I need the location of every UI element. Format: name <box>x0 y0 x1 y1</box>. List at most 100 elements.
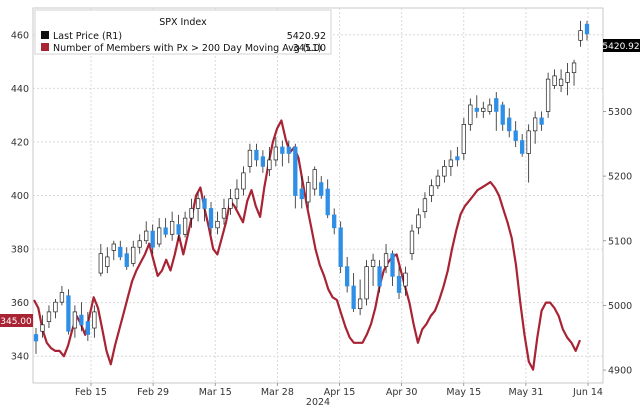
candle-body <box>409 230 415 255</box>
candle <box>532 111 538 144</box>
candle <box>137 234 142 254</box>
candle-body <box>584 23 590 35</box>
candle <box>150 224 155 254</box>
candle-body <box>182 217 188 235</box>
candle <box>526 124 531 183</box>
candle-body <box>448 159 454 167</box>
candle-body <box>267 159 272 170</box>
candle-body <box>299 188 304 200</box>
left-tick-label: 440 <box>11 84 29 95</box>
last-price-tag-text: 5420.92 <box>602 42 639 52</box>
candle <box>325 179 330 219</box>
candle <box>215 211 220 235</box>
candle-body <box>53 301 58 313</box>
candle <box>299 176 304 209</box>
legend: SPX Index Last Price (R1) 5420.92 Number… <box>34 9 332 55</box>
candle <box>293 143 298 209</box>
candle <box>79 302 84 332</box>
members-above-200dma-line <box>33 119 582 371</box>
candle-body <box>345 266 350 287</box>
candle <box>182 211 188 238</box>
left-tick-label: 420 <box>11 137 29 148</box>
candle <box>494 92 499 131</box>
members-tag-text: 345.00 <box>0 317 32 327</box>
candle <box>513 121 518 148</box>
candle <box>319 176 324 199</box>
candle <box>396 266 402 299</box>
x-tick-label: Apr 15 <box>324 387 356 398</box>
candle-body <box>422 198 428 213</box>
candle-body <box>487 104 492 112</box>
candle-body <box>202 198 207 209</box>
right-tick-label: 5300 <box>608 107 632 118</box>
candle-body <box>92 311 97 329</box>
candle <box>280 140 285 167</box>
candle <box>468 98 473 131</box>
candle <box>474 95 479 118</box>
candle <box>202 195 207 222</box>
candle <box>545 72 551 118</box>
candle <box>92 305 97 338</box>
candle <box>558 69 564 93</box>
candle-body <box>526 130 531 154</box>
candle <box>409 224 415 261</box>
legend-swatch-members <box>41 43 49 51</box>
candle <box>422 192 428 219</box>
x-year-label: 2024 <box>306 397 330 406</box>
right-tick-label: 5100 <box>608 236 632 247</box>
candle-body <box>370 259 376 267</box>
legend-value-price: 5420.92 <box>287 31 326 42</box>
candle-body <box>163 227 168 235</box>
right-tick-label: 4900 <box>608 366 632 377</box>
grid <box>32 7 604 384</box>
candle-body <box>131 246 136 264</box>
candle <box>377 260 382 293</box>
candle <box>552 69 557 89</box>
candle <box>260 150 266 173</box>
candle-body <box>137 240 142 248</box>
candle <box>351 273 356 312</box>
candle <box>306 176 311 209</box>
x-tick-label: May 15 <box>446 387 481 398</box>
candle <box>487 98 492 115</box>
candle-body <box>532 117 538 132</box>
candle-body <box>85 321 91 335</box>
candle-body <box>306 182 311 203</box>
left-tick-label: 380 <box>11 245 29 256</box>
candle <box>584 20 590 41</box>
candle-body <box>312 169 317 190</box>
candle-body <box>273 146 278 161</box>
candle-body <box>98 253 103 274</box>
candle <box>144 221 149 244</box>
candle-body <box>319 182 324 196</box>
members-series-line <box>33 119 582 371</box>
candle-body <box>332 214 337 229</box>
candle-body <box>176 224 181 235</box>
candle-body <box>390 253 395 277</box>
candle-body <box>494 98 499 112</box>
candle-body <box>442 166 447 177</box>
candle-body <box>118 246 123 258</box>
candle-body <box>208 208 214 229</box>
x-tick-label: Feb 15 <box>75 387 107 398</box>
candle-body <box>416 214 421 229</box>
candle <box>345 256 350 293</box>
candle <box>332 208 337 235</box>
legend-swatch-price <box>41 31 49 39</box>
candle <box>46 305 52 329</box>
left-axis: 340 360 380 400 420 440 460 <box>11 30 29 362</box>
candle-body <box>513 130 518 141</box>
candle-body <box>461 124 466 154</box>
candle-body <box>481 107 486 112</box>
candle <box>312 166 317 196</box>
x-tick-label: Mar 15 <box>199 387 232 398</box>
candle-body <box>539 117 544 125</box>
candle-body <box>558 78 564 86</box>
candle-body <box>59 292 65 303</box>
candle <box>254 143 259 167</box>
candle-body <box>72 311 78 329</box>
candle <box>267 147 272 177</box>
candle <box>338 221 343 274</box>
x-tick-label: Feb 29 <box>137 387 169 398</box>
candle <box>448 150 454 177</box>
